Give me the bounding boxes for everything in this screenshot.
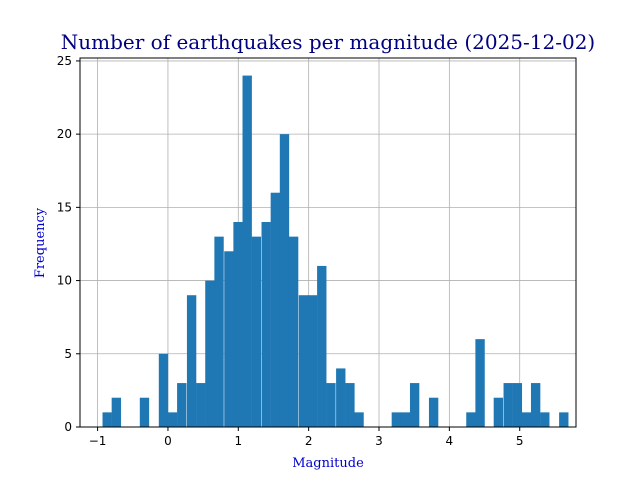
x-axis-ticks: −1 0 1 2 3 4 5	[89, 427, 524, 448]
histogram-bar	[270, 192, 281, 427]
x-tick-label: 3	[375, 434, 383, 448]
x-tick-label: 5	[516, 434, 524, 448]
y-tick-label: 20	[57, 127, 72, 141]
y-tick-label: 25	[57, 54, 72, 68]
histogram-bar	[559, 412, 569, 427]
histogram-bar	[139, 397, 150, 427]
histogram-bar	[428, 397, 439, 427]
y-tick-label: 10	[57, 274, 72, 288]
y-tick-label: 15	[57, 200, 72, 214]
histogram-bar	[167, 412, 178, 427]
histogram-bar	[298, 295, 309, 427]
histogram-bar	[336, 368, 346, 427]
histogram-bar	[409, 383, 420, 427]
histogram-bar	[158, 353, 169, 427]
y-axis-label: Frequency	[33, 207, 48, 278]
histogram-bar	[102, 412, 112, 427]
x-tick-label: −1	[89, 434, 107, 448]
histogram-bar	[493, 397, 504, 427]
histogram-bar	[177, 383, 187, 427]
histogram-bar	[391, 412, 402, 427]
y-axis-ticks: 0 5 10 15 20 25	[57, 54, 80, 434]
histogram-bar	[214, 236, 224, 427]
histogram-bar	[261, 222, 271, 427]
histogram-bar	[530, 383, 541, 427]
plot-frame	[79, 57, 577, 428]
histogram-bar	[111, 397, 122, 427]
histogram-bar	[288, 236, 299, 427]
x-tick-label: 4	[446, 434, 454, 448]
histogram-bar	[326, 383, 336, 427]
histogram-bar	[512, 383, 523, 427]
histogram-bar	[251, 236, 262, 427]
histogram-bar	[475, 339, 485, 427]
histogram-bar	[279, 134, 290, 427]
histogram-bar	[196, 383, 206, 427]
histogram-bar	[317, 265, 327, 427]
histogram-bar	[224, 251, 234, 427]
histogram-bar	[233, 222, 243, 427]
chart-title: Number of earthquakes per magnitude (202…	[61, 30, 595, 54]
x-tick-label: 1	[234, 434, 242, 448]
x-axis-label: Magnitude	[292, 456, 364, 471]
y-tick-label: 0	[64, 420, 72, 434]
bars	[102, 75, 569, 428]
histogram-bar	[521, 412, 532, 427]
x-tick-label: 0	[164, 434, 172, 448]
histogram-bar	[205, 280, 215, 427]
x-tick-label: 2	[305, 434, 313, 448]
histogram-bar	[345, 383, 355, 427]
y-tick-label: 5	[64, 347, 72, 361]
grid	[80, 58, 576, 428]
histogram-bar	[242, 75, 252, 428]
histogram-bar	[400, 412, 411, 427]
histogram-bar	[307, 295, 318, 427]
histogram-bar	[186, 295, 197, 427]
histogram-bar	[466, 412, 476, 427]
histogram-bar	[354, 412, 364, 427]
histogram-bar	[503, 383, 513, 427]
histogram-bar	[540, 412, 550, 427]
